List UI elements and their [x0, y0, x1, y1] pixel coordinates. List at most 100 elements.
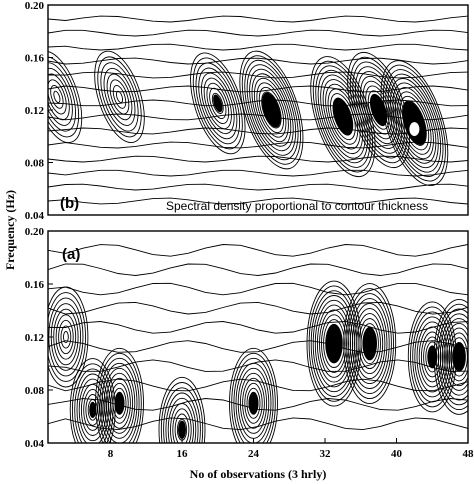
x-tick-label: 8 — [108, 448, 114, 460]
contour-ring — [100, 62, 139, 132]
contour-ring — [360, 323, 379, 365]
contour-band — [48, 197, 468, 205]
panel-b-contours — [48, 15, 468, 205]
contour-ring — [352, 61, 405, 159]
contour-ring — [347, 51, 410, 169]
contour-ring — [312, 60, 373, 173]
contour-ring — [239, 50, 304, 170]
panel-a: 0.04 0.08 0.12 0.16 0.20 8 16 24 32 40 48 (a) — [25, 226, 474, 460]
contour-ring — [195, 62, 241, 145]
contour-ring — [112, 387, 127, 419]
y-tick-label: 0.12 — [25, 105, 45, 117]
contour-ring — [87, 399, 98, 421]
contour-band — [48, 244, 468, 257]
contour-ring — [160, 382, 204, 443]
contour-ring — [345, 288, 394, 400]
contour-ring — [414, 316, 451, 398]
contour-peak-core — [89, 401, 97, 418]
contour-ring — [53, 308, 79, 366]
contour-ring — [203, 77, 232, 130]
contour-ring — [358, 318, 381, 370]
contour-ring — [380, 60, 449, 186]
contour-peak-core — [453, 342, 466, 371]
contour-ring — [94, 50, 145, 143]
contour-ring — [115, 90, 124, 104]
contour-ring — [246, 387, 261, 419]
contour-peak-core — [332, 97, 354, 136]
contour-ring — [319, 309, 349, 378]
y-tick-label: 0.08 — [25, 158, 45, 170]
contour-ring — [446, 327, 468, 387]
contour-peak-core — [178, 420, 186, 439]
contour-ring — [103, 67, 136, 126]
contour-band — [48, 57, 468, 65]
contour-ring — [343, 283, 397, 405]
contour-ring — [418, 326, 446, 388]
contour-ring — [382, 64, 446, 182]
contour-ring — [347, 293, 392, 395]
contour-ring — [83, 388, 103, 431]
contour-ring — [69, 358, 116, 443]
contour-ring — [242, 377, 265, 429]
contour-ring — [201, 72, 235, 135]
contour-ring — [95, 347, 144, 443]
x-tick-label: 24 — [248, 448, 260, 460]
x-tick-label: 16 — [177, 448, 189, 460]
contour-ring — [106, 73, 133, 121]
contour-band — [48, 378, 468, 392]
contour-ring — [97, 352, 142, 443]
contour-ring — [420, 331, 444, 383]
contour-ring — [158, 376, 206, 443]
contour-ring — [172, 408, 192, 443]
contour-ring — [170, 403, 194, 443]
contour-ring — [48, 56, 80, 138]
x-tick-label: 48 — [463, 448, 474, 460]
y-tick-label: 0.04 — [25, 210, 45, 222]
contour-peak-highlight — [409, 122, 420, 137]
y-tick-label: 0.08 — [25, 385, 45, 397]
contour-peak-core — [248, 391, 259, 415]
contour-ring — [323, 319, 345, 369]
contour-ring — [258, 86, 284, 134]
contour-ring — [423, 336, 442, 378]
contour-ring — [60, 325, 72, 349]
contour-ring — [235, 362, 272, 443]
contour-band — [48, 85, 468, 93]
contour-band — [48, 15, 468, 23]
contour-ring — [48, 79, 67, 115]
contour-ring — [48, 50, 83, 143]
x-tick-label: 40 — [391, 448, 403, 460]
contour-ring — [206, 82, 230, 125]
contour-ring — [53, 90, 61, 104]
contour-ring — [444, 322, 468, 391]
contour-ring — [108, 377, 131, 429]
contour-ring — [367, 90, 390, 130]
contour-ring — [174, 413, 190, 443]
contour-ring — [416, 321, 449, 393]
contour-ring — [105, 372, 134, 434]
contour-ring — [63, 330, 69, 344]
contour-ring — [48, 286, 89, 388]
contour-ring — [229, 347, 278, 443]
contour-ring — [78, 378, 107, 442]
contour-peak-core — [362, 326, 378, 361]
contour-ring — [356, 313, 384, 375]
contour-ring — [437, 308, 468, 406]
contour-ring — [48, 62, 76, 132]
contour-band — [48, 43, 468, 51]
contour-ring — [351, 303, 388, 385]
contour-ring — [392, 82, 437, 164]
contour-ring — [249, 68, 294, 152]
contour-ring — [167, 397, 197, 443]
contour-ring — [310, 56, 376, 178]
panel-a-y-ticks: 0.04 0.08 0.12 0.16 0.20 — [25, 226, 53, 450]
panel-b-tag: (b) — [60, 195, 79, 212]
contour-band — [48, 359, 468, 372]
y-tick-label: 0.12 — [25, 332, 45, 344]
contour-ring — [112, 85, 127, 109]
contour-ring — [354, 66, 403, 154]
contour-band — [48, 169, 468, 177]
contour-band — [48, 29, 468, 37]
contour-ring — [441, 318, 468, 396]
